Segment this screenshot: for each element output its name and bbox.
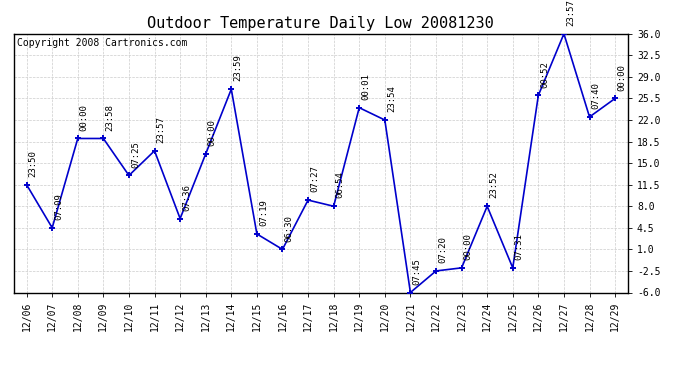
Text: 07:40: 07:40 — [591, 82, 600, 109]
Text: 23:54: 23:54 — [387, 86, 396, 112]
Text: 06:54: 06:54 — [336, 172, 345, 198]
Title: Outdoor Temperature Daily Low 20081230: Outdoor Temperature Daily Low 20081230 — [148, 16, 494, 31]
Text: 23:59: 23:59 — [233, 54, 242, 81]
Text: Copyright 2008 Cartronics.com: Copyright 2008 Cartronics.com — [17, 38, 187, 48]
Text: 07:27: 07:27 — [310, 165, 319, 192]
Text: 00:00: 00:00 — [208, 119, 217, 146]
Text: 00:00: 00:00 — [464, 233, 473, 260]
Text: 07:19: 07:19 — [259, 200, 268, 226]
Text: 00:00: 00:00 — [80, 104, 89, 131]
Text: 00:00: 00:00 — [617, 64, 626, 91]
Text: 07:25: 07:25 — [131, 141, 140, 168]
Text: 00:01: 00:01 — [362, 73, 371, 100]
Text: 07:31: 07:31 — [515, 233, 524, 260]
Text: 07:09: 07:09 — [55, 193, 63, 220]
Text: 07:45: 07:45 — [413, 258, 422, 285]
Text: 23:58: 23:58 — [106, 104, 115, 131]
Text: 23:52: 23:52 — [489, 172, 498, 198]
Text: 06:30: 06:30 — [284, 215, 293, 242]
Text: 23:57: 23:57 — [566, 0, 575, 26]
Text: 07:36: 07:36 — [182, 184, 191, 211]
Text: 23:50: 23:50 — [29, 150, 38, 177]
Text: 07:20: 07:20 — [438, 236, 447, 263]
Text: 23:57: 23:57 — [157, 116, 166, 143]
Text: 00:52: 00:52 — [540, 61, 549, 88]
